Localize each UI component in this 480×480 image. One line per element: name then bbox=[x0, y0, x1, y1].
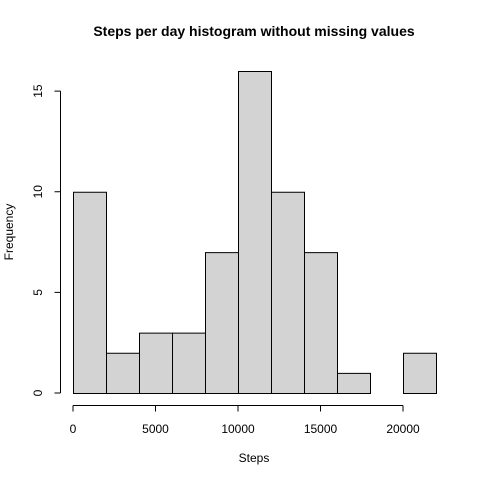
y-axis: 0 5 10 15 bbox=[31, 84, 61, 396]
histogram-bar bbox=[106, 352, 140, 394]
chart-title: Steps per day histogram without missing … bbox=[93, 23, 415, 39]
x-tick-label: 15000 bbox=[304, 422, 338, 436]
x-tick-label: 0 bbox=[70, 422, 77, 436]
histogram-bar bbox=[205, 252, 239, 394]
histogram-bar bbox=[304, 252, 338, 394]
y-tick-label: 10 bbox=[31, 185, 45, 199]
histogram-bar bbox=[139, 332, 173, 394]
x-tick-label: 5000 bbox=[142, 422, 169, 436]
bars-group bbox=[73, 71, 437, 394]
histogram-bar bbox=[271, 191, 305, 394]
x-tick-label: 20000 bbox=[386, 422, 420, 436]
y-tick-label: 15 bbox=[31, 84, 45, 98]
histogram-bar bbox=[172, 332, 206, 394]
y-tick-label: 0 bbox=[31, 389, 45, 396]
histogram-bar bbox=[403, 352, 437, 394]
histogram-bar bbox=[238, 71, 272, 394]
y-axis-label: Frequency bbox=[2, 204, 16, 261]
histogram-bar bbox=[73, 191, 107, 394]
x-axis-label: Steps bbox=[239, 451, 270, 465]
histogram-bar bbox=[337, 372, 371, 394]
x-axis: 0 5000 10000 15000 20000 bbox=[70, 405, 420, 436]
y-tick-label: 5 bbox=[31, 289, 45, 296]
x-tick-label: 10000 bbox=[221, 422, 255, 436]
